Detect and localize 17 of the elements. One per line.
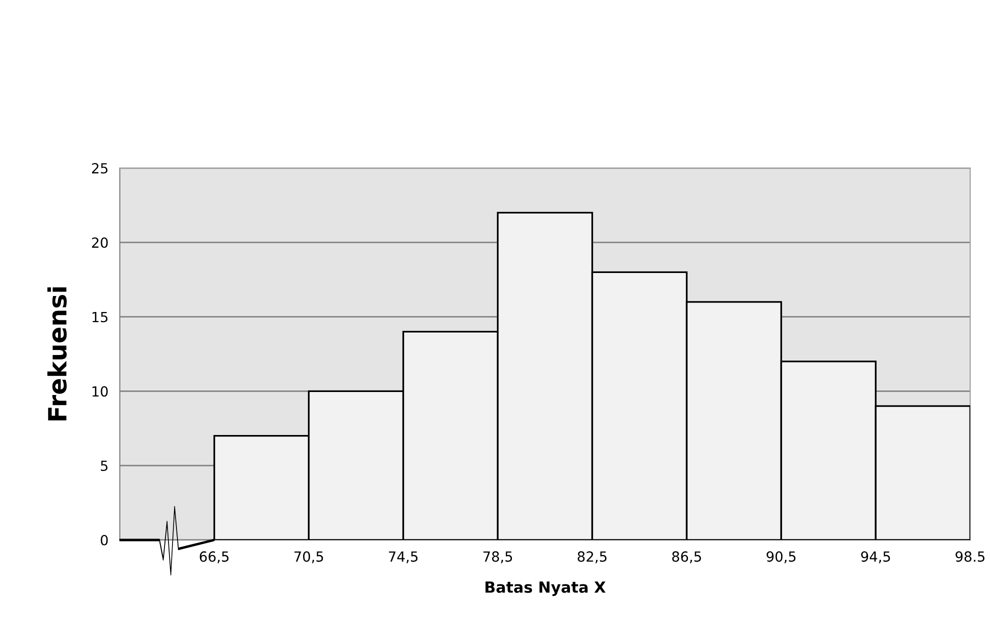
x-tick-label: 94,5 [861, 551, 890, 564]
y-axis-title: Frekuensi [47, 287, 67, 420]
x-tick-label: 90,5 [766, 551, 796, 564]
y-tick-label: 20 [92, 237, 108, 248]
y-tick-label: 5 [100, 460, 108, 472]
x-tick-label: 98.5 [956, 551, 984, 562]
y-tick-label: 25 [92, 163, 108, 174]
y-tick-label: 15 [92, 312, 108, 322]
x-tick-label: 66,5 [200, 551, 229, 564]
y-tick-label: 10 [92, 386, 108, 397]
x-tick-label: 70,5 [294, 551, 324, 564]
y-tick-label: 0 [100, 534, 108, 546]
x-tick-label: 74,5 [388, 551, 418, 564]
x-axis-title: Batas Nyata X [486, 582, 606, 596]
x-tick-label: 82,5 [578, 551, 606, 564]
x-tick-label: 86,5 [672, 551, 701, 564]
x-tick-label: 78,5 [483, 551, 512, 564]
